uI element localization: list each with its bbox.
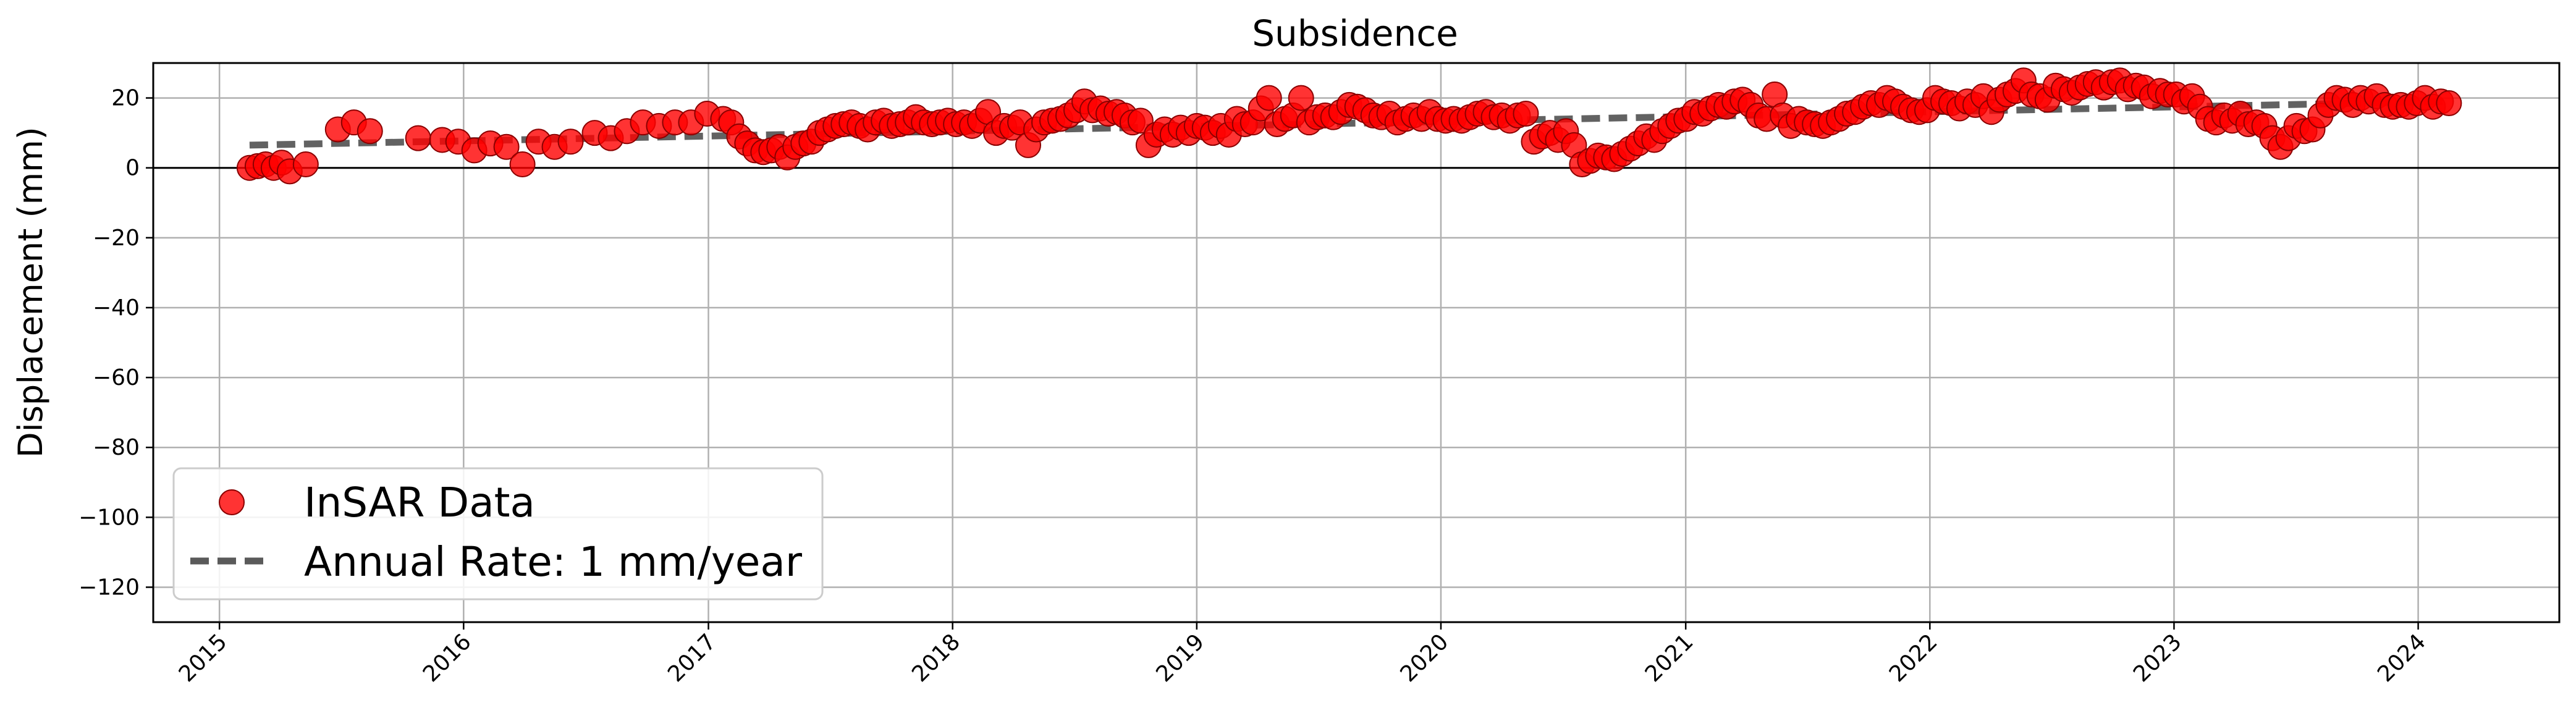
data-point bbox=[1256, 85, 1282, 111]
data-point bbox=[493, 133, 520, 160]
data-point bbox=[509, 151, 536, 178]
data-point bbox=[557, 129, 584, 155]
data-point bbox=[2436, 90, 2462, 117]
legend-scatter-marker bbox=[219, 489, 245, 515]
y-tick-label: 20 bbox=[111, 86, 140, 111]
y-tick-label: −120 bbox=[78, 575, 140, 600]
scatter-points bbox=[236, 67, 2462, 185]
chart-title: Subsidence bbox=[1252, 12, 1458, 54]
data-point bbox=[1288, 85, 1314, 111]
y-tick-label: −20 bbox=[93, 226, 140, 251]
y-tick-label: −80 bbox=[93, 435, 140, 460]
y-tick-label: −40 bbox=[93, 295, 140, 321]
y-tick-label: −100 bbox=[78, 505, 140, 530]
y-tick-label: 0 bbox=[125, 156, 140, 181]
data-point bbox=[357, 118, 383, 145]
y-axis-ticks: 20 0 −20 −40 −60 −80 −100 −120 bbox=[78, 86, 153, 600]
data-point bbox=[1513, 101, 1539, 127]
data-point bbox=[405, 125, 431, 151]
y-axis-title: Displacement (mm) bbox=[11, 127, 50, 458]
legend-label-trend: Annual Rate: 1 mm/year bbox=[304, 538, 803, 586]
legend-label-insar: InSAR Data bbox=[304, 479, 535, 526]
legend-box bbox=[172, 467, 824, 601]
legend: InSAR Data Annual Rate: 1 mm/year bbox=[172, 467, 824, 601]
data-point bbox=[292, 151, 319, 178]
y-tick-label: −60 bbox=[93, 365, 140, 390]
plot-frame bbox=[152, 62, 2561, 623]
